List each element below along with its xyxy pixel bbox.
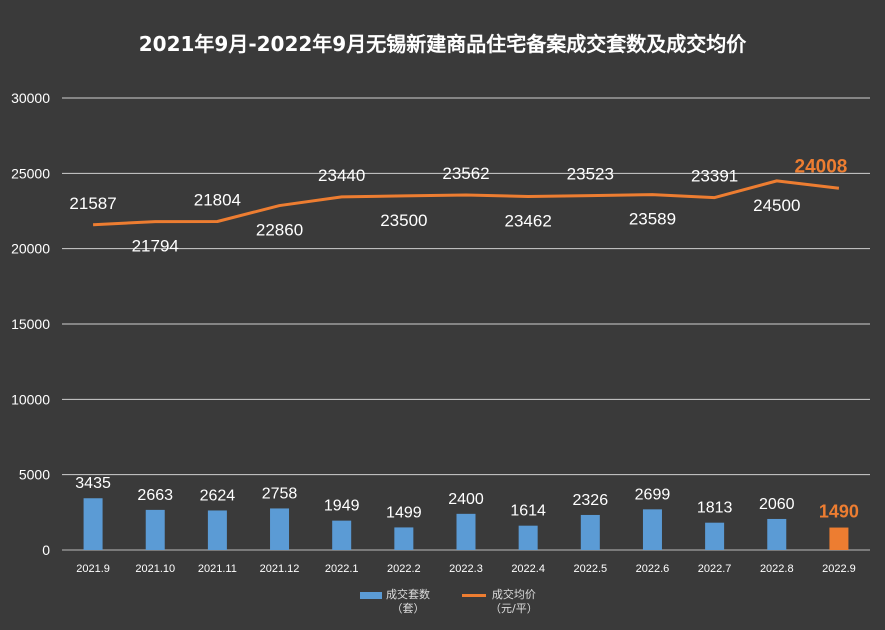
bar-data-label: 1499 <box>386 504 422 521</box>
legend-item-line: 成交均价 （元/平） <box>462 588 538 616</box>
line-series <box>93 179 840 227</box>
legend-unit-bar: （套） <box>391 602 425 615</box>
line-data-label: 23391 <box>691 167 738 186</box>
bar-data-label: 2400 <box>448 491 484 508</box>
bar <box>207 510 227 550</box>
line-data-label: 23589 <box>629 210 676 229</box>
legend: 成交套数 （套） 成交均价 （元/平） <box>360 588 538 616</box>
bar <box>332 520 352 550</box>
x-tick-label: 2022.8 <box>760 563 794 575</box>
line-data-label: 23562 <box>442 164 489 183</box>
y-tick-label: 30000 <box>11 90 50 106</box>
bar <box>270 508 290 550</box>
line-data-label: 22860 <box>256 221 303 240</box>
bar <box>642 509 662 550</box>
line-data-label: 24008 <box>795 156 848 177</box>
x-tick-label: 2022.1 <box>325 563 359 575</box>
x-tick-label: 2022.5 <box>573 563 607 575</box>
x-tick-label: 2021.12 <box>260 563 300 575</box>
line-data-label: 21587 <box>69 194 116 213</box>
x-tick-label: 2021.11 <box>198 563 237 575</box>
x-tick-label: 2022.9 <box>822 563 856 575</box>
x-tick-label: 2022.3 <box>449 563 483 575</box>
line-data-label: 23523 <box>567 165 614 184</box>
bar-data-label: 2699 <box>635 486 671 503</box>
bar-data-label: 2060 <box>759 496 795 513</box>
y-tick-label: 10000 <box>11 391 50 407</box>
bar <box>829 527 849 550</box>
x-tick-label: 2022.6 <box>636 563 670 575</box>
bar <box>767 518 787 550</box>
bar-data-label: 2663 <box>137 487 173 504</box>
bar <box>145 509 165 550</box>
bar-data-label: 2624 <box>200 487 236 504</box>
line-data-label: 23440 <box>318 166 365 185</box>
x-tick-label: 2022.7 <box>698 563 732 575</box>
x-tick-label: 2021.9 <box>76 563 110 575</box>
line-data-label: 21794 <box>132 237 179 256</box>
legend-item-bar: 成交套数 （套） <box>360 588 430 616</box>
chart-title: 2021年9月-2022年9月无锡新建商品住宅备案成交套数及成交均价 <box>138 32 747 56</box>
legend-swatch-bar <box>360 592 382 599</box>
y-tick-label: 20000 <box>11 241 50 257</box>
y-tick-label: 15000 <box>11 316 50 332</box>
bar-data-label: 2758 <box>262 485 298 502</box>
y-tick-label: 0 <box>42 542 50 558</box>
y-tick-label: 25000 <box>11 165 50 181</box>
bar <box>456 513 476 550</box>
line-data-label: 23462 <box>505 212 552 231</box>
bar <box>83 498 103 550</box>
x-tick-label: 2021.10 <box>135 563 175 575</box>
bar <box>518 525 538 550</box>
legend-label-line: 成交均价 <box>491 588 536 601</box>
legend-label-bar: 成交套数 <box>386 588 430 601</box>
bar-data-label: 3435 <box>75 475 111 492</box>
bar-data-label: 1949 <box>324 498 360 515</box>
x-tick-label: 2022.2 <box>387 563 421 575</box>
bar-data-label: 1614 <box>510 503 546 520</box>
bar <box>705 522 725 550</box>
line-data-label: 24500 <box>753 196 800 215</box>
bar-data-label: 1813 <box>697 500 733 517</box>
y-tick-label: 5000 <box>19 467 50 483</box>
legend-unit-line: （元/平） <box>490 602 538 615</box>
bar-data-label: 1490 <box>819 502 859 522</box>
line-data-label: 21804 <box>194 190 241 209</box>
bar-data-label: 2326 <box>573 492 609 509</box>
line-data-label: 23500 <box>380 211 427 230</box>
bar <box>580 514 600 550</box>
legend-swatch-line <box>462 594 486 597</box>
bar <box>394 527 414 550</box>
x-tick-label: 2022.4 <box>511 563 545 575</box>
